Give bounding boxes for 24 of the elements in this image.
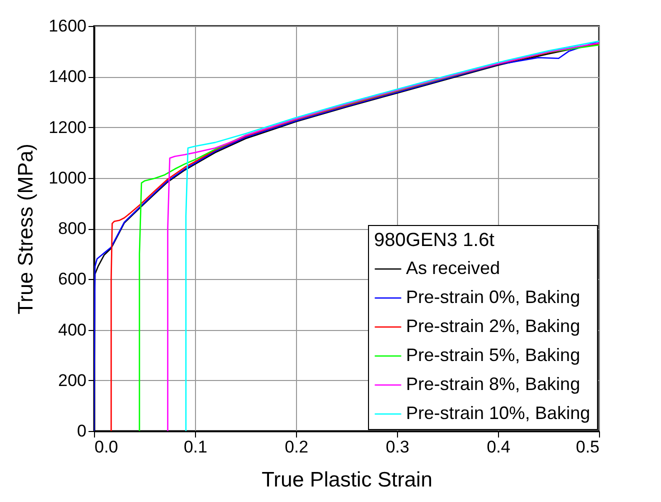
y-tick-label: 1600 [48, 16, 86, 36]
y-tick-label: 200 [58, 370, 86, 390]
legend-title: 980GEN3 1.6t [374, 230, 496, 251]
y-tick-label: 800 [58, 219, 86, 238]
x-tick-label: 0.2 [284, 438, 308, 456]
x-tick-label: 0.3 [386, 438, 410, 456]
legend-label: As received [406, 258, 500, 278]
y-axis-title: True Stress (MPa) [14, 144, 38, 314]
y-tick-label: 0 [77, 422, 86, 440]
legend-label: Pre-strain 2%, Baking [406, 316, 580, 336]
legend-label: Pre-strain 0%, Baking [406, 287, 580, 307]
x-tick-label: 0.1 [184, 438, 208, 456]
x-tick-label: 0.5 [576, 438, 600, 456]
y-tick-label: 1400 [48, 67, 86, 86]
y-tick-label: 400 [58, 320, 86, 340]
y-tick-label: 1200 [48, 118, 86, 137]
x-tick-label: 0.0 [94, 438, 118, 456]
legend-label: Pre-strain 5%, Baking [406, 345, 580, 365]
x-axis-title: True Plastic Strain [262, 468, 432, 492]
y-tick-label: 600 [58, 270, 86, 289]
y-tick-label: 1000 [48, 168, 86, 188]
x-tick-label: 0.4 [486, 438, 510, 456]
legend-label: Pre-strain 10%, Baking [406, 403, 590, 423]
legend-label: Pre-strain 8%, Baking [406, 374, 580, 394]
